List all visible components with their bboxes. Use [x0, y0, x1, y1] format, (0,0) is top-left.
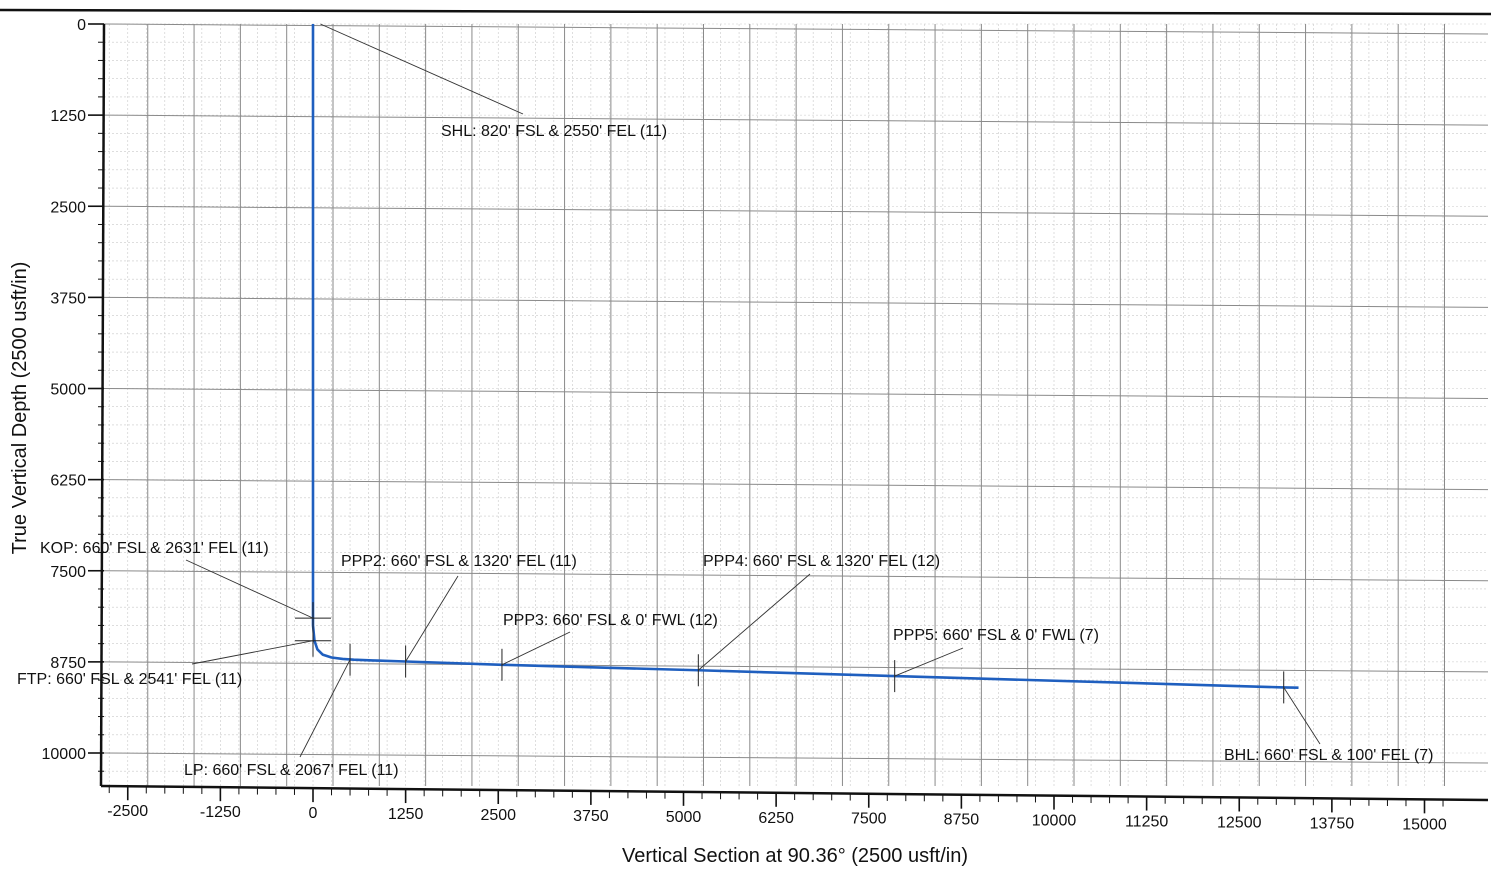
- major-gridline-y: [103, 296, 1489, 308]
- y-tick-label: 1250: [50, 108, 86, 125]
- x-tick-label: 3750: [573, 808, 609, 825]
- major-gridline-y: [103, 479, 1489, 491]
- y-tick-label: 3750: [50, 290, 86, 307]
- x-tick-label: 13750: [1310, 815, 1355, 832]
- annotation-label: PPP4: 660' FSL & 1320' FEL (12): [703, 553, 940, 570]
- y-tick-label: 2500: [50, 199, 86, 216]
- annotation-label: KOP: 660' FSL & 2631' FEL (11): [40, 540, 269, 557]
- y-tick-label: 0: [77, 17, 86, 34]
- annotation-label: SHL: 820' FSL & 2550' FEL (11): [441, 123, 667, 140]
- x-tick-label: -1250: [200, 804, 241, 821]
- y-tick-label: 7500: [50, 564, 86, 581]
- y-tick-label: 5000: [50, 382, 86, 399]
- annotation-leader-line: [405, 575, 459, 662]
- annotation-leader-line: [299, 659, 351, 758]
- annotation-leader-line: [894, 647, 964, 677]
- major-gridline-y: [103, 23, 1489, 35]
- annotation-leader-line: [191, 640, 314, 665]
- y-tick-label: 8750: [50, 655, 86, 672]
- x-tick-label: 2500: [480, 807, 516, 824]
- x-tick-label: 8750: [944, 812, 980, 829]
- major-gridline-y: [103, 752, 1489, 764]
- x-tick-label: 11250: [1125, 814, 1168, 831]
- y-tick-label: 10000: [42, 746, 87, 763]
- major-gridline-y: [103, 388, 1489, 399]
- point-markers: [295, 602, 1285, 704]
- major-gridline-y: [103, 570, 1489, 582]
- x-axis-ticks: -2500 -1250 0 1250 2500 3750 5000 6250 7500 8750 1…: [107, 786, 1447, 833]
- annotation-leader-line: [501, 631, 571, 666]
- annotation-leader-line: [320, 23, 524, 115]
- annotation-leader-line: [185, 559, 314, 619]
- annotation-label: FTP: 660' FSL & 2541' FEL (11): [17, 671, 242, 688]
- x-axis-title: Vertical Section at 90.36° (2500 usft/in…: [622, 845, 968, 867]
- x-tick-label: 7500: [851, 811, 887, 828]
- y-axis-title: True Vertical Depth (2500 usft/in): [9, 262, 31, 555]
- x-tick-label: 5000: [666, 809, 702, 826]
- major-gridline-y: [103, 114, 1489, 126]
- annotation-label: PPP2: 660' FSL & 1320' FEL (11): [341, 553, 577, 570]
- major-gridline-y: [103, 205, 1489, 217]
- well-path-line: [311, 24, 1299, 689]
- x-tick-label: -2500: [107, 803, 148, 820]
- x-tick-label: 6250: [758, 810, 794, 827]
- y-axis-ticks: 0 1250 2500 3750 5000 6250 7500 8750 10000: [42, 17, 104, 772]
- y-axis-line: [99, 23, 106, 787]
- annotation-leader-line: [698, 573, 811, 671]
- major-gridline-y: [103, 661, 1489, 673]
- top-border: [0, 8, 1491, 16]
- x-tick-label: 12500: [1217, 814, 1262, 831]
- annotations: SHL: 820' FSL & 2550' FEL (11) KOP: 660' …: [17, 23, 1433, 779]
- x-tick-label: 10000: [1032, 813, 1077, 830]
- y-tick-label: 6250: [50, 473, 86, 490]
- annotation-label: PPP3: 660' FSL & 0' FWL (12): [503, 612, 718, 629]
- annotation-label: LP: 660' FSL & 2067' FEL (11): [184, 762, 399, 779]
- x-tick-label: 1250: [388, 806, 424, 823]
- annotation-label: PPP5: 660' FSL & 0' FWL (7): [893, 627, 1099, 644]
- annotation-leader-line: [1283, 687, 1321, 745]
- major-grid: [103, 23, 1489, 786]
- annotation-label: BHL: 660' FSL & 100' FEL (7): [1224, 747, 1433, 764]
- well-path-series: [311, 24, 1299, 689]
- x-tick-label: 15000: [1402, 816, 1447, 833]
- x-tick-label: 0: [309, 805, 318, 822]
